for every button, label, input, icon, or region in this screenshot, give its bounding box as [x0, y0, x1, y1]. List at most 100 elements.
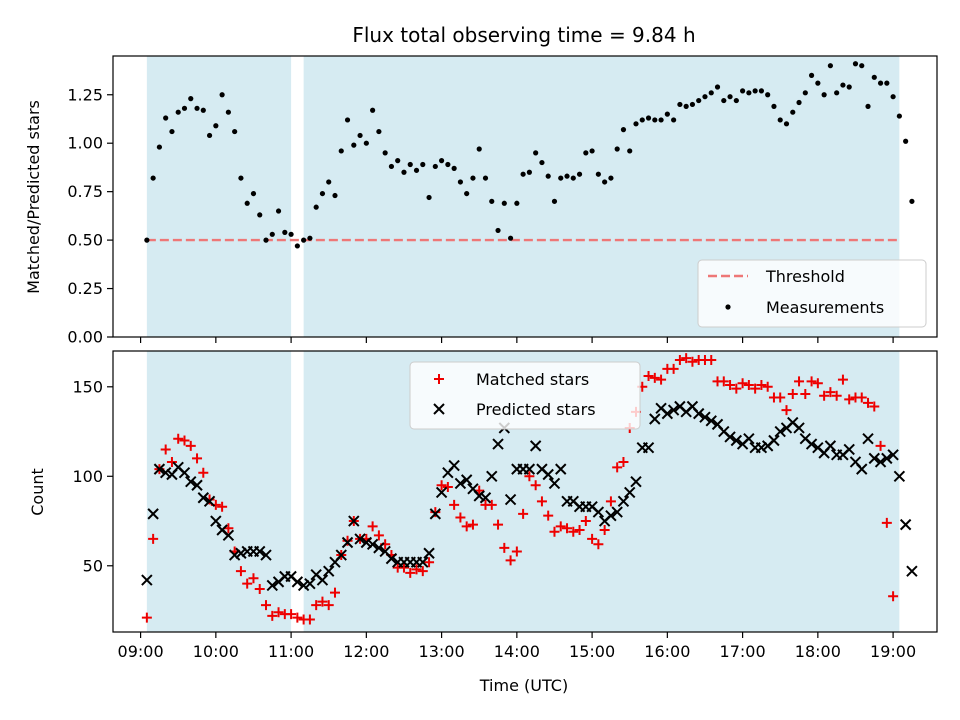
top-y-tick-label: 1.25	[67, 85, 103, 104]
measurement-point	[740, 88, 746, 94]
matched-point	[543, 510, 554, 521]
matched-point	[587, 533, 598, 544]
matched-point	[687, 356, 698, 367]
measurement-point	[495, 227, 501, 234]
matched-point	[536, 496, 547, 507]
measurement-point	[451, 165, 457, 171]
measurement-point	[156, 144, 163, 150]
measurement-point	[721, 97, 727, 104]
predicted-point	[429, 508, 442, 520]
matched-point	[267, 610, 278, 621]
chart-title: Flux total observing time = 9.84 h	[352, 23, 695, 47]
measurement-point	[332, 192, 338, 199]
measurement-point	[313, 204, 319, 210]
measurement-point	[225, 109, 231, 115]
matched-point	[367, 521, 378, 532]
measurement-point	[639, 117, 645, 123]
measurement-point	[808, 72, 815, 78]
predicted-point	[479, 492, 492, 504]
measurement-point	[677, 101, 683, 108]
matched-point	[455, 512, 466, 523]
matched-point	[574, 524, 585, 535]
measurement-point	[501, 200, 507, 206]
matched-point	[618, 456, 629, 467]
predicted-point	[548, 477, 561, 490]
measurement-point	[545, 173, 551, 179]
predicted-point	[649, 413, 661, 425]
measurement-point	[213, 123, 219, 129]
measurement-point	[388, 163, 395, 170]
x-tick-label: 11:00	[268, 642, 314, 661]
predicted-point	[724, 431, 736, 443]
predicted-point	[661, 407, 674, 420]
measurement-point	[771, 103, 777, 109]
top-y-tick-label: 0.00	[67, 328, 103, 347]
measurement-point	[432, 163, 438, 170]
matched-point	[825, 387, 836, 398]
matched-point	[449, 499, 460, 510]
matched-point	[292, 612, 303, 623]
predicted-point	[899, 518, 912, 531]
measurement-point	[620, 127, 627, 133]
measurement-point	[821, 92, 827, 98]
measurement-point	[526, 169, 532, 175]
measurement-point	[482, 175, 489, 181]
measurement-point	[175, 109, 181, 115]
matched-point	[875, 440, 886, 451]
matched-point	[493, 519, 504, 530]
predicted-point	[341, 536, 354, 549]
matched-point	[166, 456, 177, 467]
matched-point	[173, 433, 184, 444]
measurement-point	[507, 235, 514, 241]
predicted-point	[555, 463, 567, 475]
matched-point	[518, 508, 529, 519]
measurement-point	[413, 167, 420, 173]
predicted-point	[793, 422, 805, 434]
measurement-point	[558, 175, 564, 181]
bottom-y-tick-label: 100	[72, 467, 103, 486]
matched-point	[185, 440, 196, 451]
measurement-point	[758, 88, 765, 94]
measurement-point	[476, 146, 482, 152]
predicted-point	[185, 475, 197, 488]
measurement-point	[307, 235, 313, 241]
matched-point	[681, 353, 692, 364]
matched-point	[668, 363, 679, 374]
matched-point	[844, 394, 855, 405]
predicted-point	[191, 479, 203, 491]
x-tick-label: 17:00	[720, 642, 766, 661]
matched-point	[398, 562, 409, 573]
predicted-point	[893, 470, 906, 482]
measurement-point	[533, 150, 539, 156]
matched-point	[593, 539, 604, 550]
measurement-point	[633, 121, 639, 127]
measurement-point	[344, 117, 351, 123]
matched-point	[530, 480, 541, 491]
predicted-point	[203, 495, 216, 508]
measurement-point	[714, 84, 721, 90]
matched-point	[831, 390, 842, 401]
measurement-point	[470, 175, 476, 181]
top-legend-box	[697, 259, 927, 328]
top-axes-frame	[112, 55, 938, 338]
predicted-point	[222, 529, 235, 542]
measurement-point	[382, 150, 388, 156]
matched-point	[148, 533, 159, 544]
matched-point	[674, 354, 685, 365]
predicted-point	[210, 515, 222, 527]
measurement-point	[338, 148, 344, 154]
measurement-point	[871, 74, 877, 80]
matched-point	[329, 587, 340, 598]
predicted-point	[153, 463, 166, 475]
measurement-point	[520, 171, 526, 177]
predicted-point	[323, 565, 335, 577]
x-tick-label: 13:00	[419, 642, 465, 661]
predicted-point	[304, 577, 316, 590]
measurement-point	[319, 190, 326, 197]
predicted-point	[843, 443, 855, 456]
predicted-point	[178, 466, 191, 479]
measurement-point	[426, 194, 432, 201]
matched-point	[235, 566, 246, 577]
bottom-series-1	[141, 353, 899, 625]
measurement-point	[357, 132, 363, 139]
